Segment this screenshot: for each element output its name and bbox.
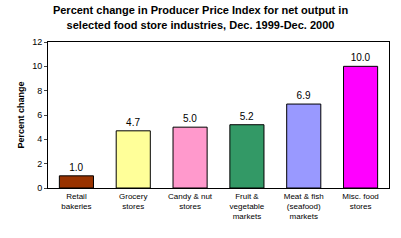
svg-text:6.9: 6.9 (297, 90, 311, 101)
svg-text:Fruit &vegetablemarkets: Fruit &vegetablemarkets (230, 192, 265, 222)
svg-text:Grocerystores: Grocerystores (119, 192, 147, 211)
svg-text:8: 8 (37, 86, 42, 96)
svg-text:5.2: 5.2 (240, 111, 254, 122)
svg-text:Candy & nutstores: Candy & nutstores (168, 192, 213, 211)
svg-text:4: 4 (37, 134, 42, 144)
svg-text:4.7: 4.7 (126, 117, 140, 128)
svg-text:Meat & fish(seafood)markets: Meat & fish(seafood)markets (284, 192, 324, 222)
svg-text:Percent change: Percent change (16, 81, 26, 148)
svg-text:10.0: 10.0 (351, 52, 371, 63)
svg-text:12: 12 (32, 37, 42, 47)
svg-text:Misc. foodstores: Misc. foodstores (342, 192, 378, 211)
svg-text:1.0: 1.0 (69, 162, 83, 173)
svg-text:Retailbakeries: Retailbakeries (61, 192, 91, 211)
svg-text:5.0: 5.0 (183, 113, 197, 124)
svg-text:6: 6 (37, 110, 42, 120)
svg-text:0: 0 (37, 183, 42, 193)
svg-text:10: 10 (32, 61, 42, 71)
svg-text:Percent change in Producer Pri: Percent change in Producer Price Index f… (53, 4, 348, 30)
svg-text:2: 2 (37, 159, 42, 169)
